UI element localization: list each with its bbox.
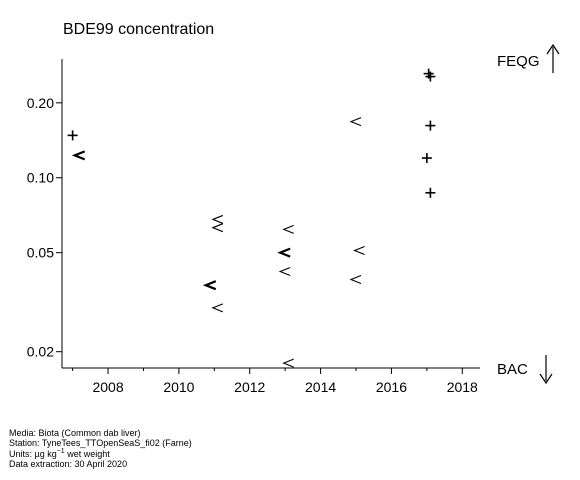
y-tick-label: 0.10 [27, 170, 54, 186]
y-axis-ticks: 0.02 0.05 0.10 0.20 [27, 95, 62, 360]
footer-units: Units: µg kg−1 wet weight [9, 447, 192, 459]
footer-extraction: Data extraction: 30 April 2020 [9, 459, 128, 470]
y-tick-label: 0.02 [27, 344, 54, 360]
less-than-marker [278, 266, 291, 277]
arrow-down-icon [539, 355, 553, 385]
footer-units-suffix: wet weight [64, 448, 110, 459]
x-tick-label: 2012 [234, 379, 265, 395]
plus-marker [421, 153, 432, 164]
arrow-up-icon [546, 43, 560, 73]
footer-units-prefix: Units: µg kg [9, 448, 57, 459]
less-than-marker [211, 303, 224, 313]
footer-units-exponent: −1 [56, 447, 65, 455]
less-than-marker [211, 223, 224, 233]
plus-marker [425, 120, 436, 131]
plus-marker [425, 187, 436, 198]
less-than-marker [353, 246, 365, 256]
x-tick-label: 2014 [305, 379, 336, 395]
plus-marker [67, 130, 78, 141]
less-than-marker [211, 214, 224, 224]
x-tick-label: 2018 [447, 379, 478, 395]
reference-feqg: FEQG [497, 43, 560, 73]
plus-marker [425, 71, 436, 82]
footer-station: Station: TyneTees_TTOpenSeaS_fi02 (Farne… [9, 438, 192, 449]
feqg-label: FEQG [497, 53, 540, 70]
less-than-marker [277, 247, 291, 258]
less-than-marker [349, 275, 362, 285]
x-axis-ticks: 2008 2010 2012 2014 2016 2018 [72, 368, 478, 395]
chart-title: BDE99 concentration [63, 21, 214, 38]
less-than-marker [202, 280, 217, 291]
reference-bac: BAC [497, 355, 553, 385]
y-tick-label: 0.05 [27, 245, 54, 261]
y-tick-label: 0.20 [27, 95, 54, 111]
x-tick-label: 2008 [92, 379, 123, 395]
less-than-marker [349, 117, 362, 127]
footer-metadata: Media: Biota (Common dab liver) Station:… [9, 428, 192, 470]
less-than-marker [282, 224, 294, 234]
bac-label: BAC [497, 361, 528, 378]
data-points [67, 68, 436, 368]
less-than-marker [71, 150, 86, 161]
x-tick-label: 2010 [163, 379, 194, 395]
footer-media: Media: Biota (Common dab liver) [9, 428, 141, 438]
x-tick-label: 2016 [376, 379, 407, 395]
less-than-marker [282, 358, 294, 368]
